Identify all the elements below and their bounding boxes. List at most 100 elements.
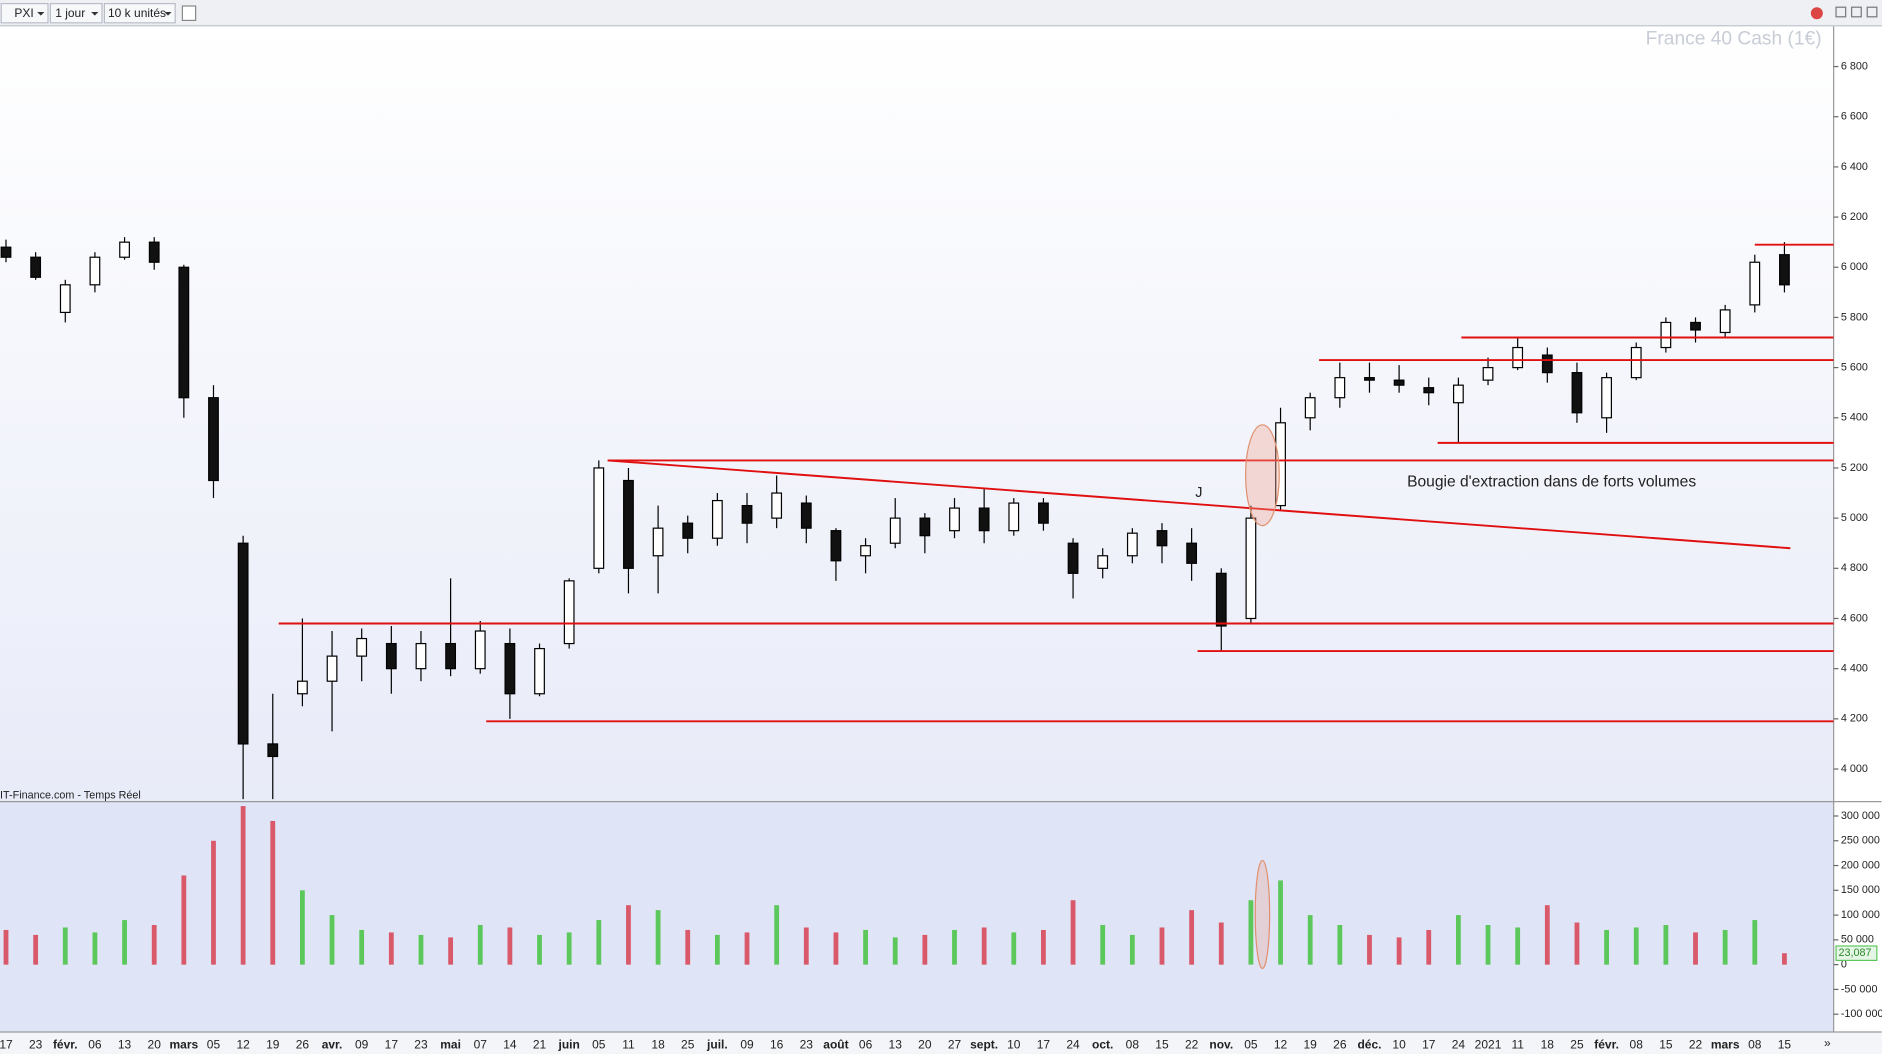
volume-bar — [1396, 937, 1402, 965]
x-tick-label: 17 — [385, 1037, 399, 1051]
symbol[interactable]: PXI — [14, 6, 33, 20]
volume-bar — [596, 920, 602, 965]
y-tick-label: 6 200 — [1841, 211, 1868, 223]
x-tick-label: 24 — [1452, 1037, 1466, 1051]
period-select[interactable] — [49, 3, 103, 24]
x-tick-label: juil. — [706, 1037, 728, 1051]
x-tick-label: 09 — [740, 1037, 754, 1051]
x-tick-label: 10 — [1007, 1037, 1021, 1051]
volume-bar — [1100, 925, 1106, 965]
info-button[interactable] — [181, 5, 197, 22]
x-tick-label: 26 — [296, 1037, 310, 1051]
candle-body — [1126, 532, 1138, 557]
y-tick-label: 0 — [1841, 959, 1847, 971]
candle-body — [682, 522, 694, 539]
candle-body — [89, 256, 101, 286]
x-tick-label: 15 — [1778, 1037, 1792, 1051]
x-tick-label: sept. — [970, 1037, 998, 1051]
last-volume-box — [1835, 945, 1878, 962]
restore-button[interactable] — [1851, 6, 1862, 18]
volume-bar — [1722, 929, 1728, 965]
x-tick-label: 09 — [355, 1037, 369, 1051]
candle-body — [800, 502, 812, 529]
volume-bar — [62, 927, 68, 965]
x-tick-label: 25 — [681, 1037, 695, 1051]
candle-body — [1393, 379, 1405, 386]
candle-body — [919, 517, 931, 537]
x-tick-label: 24 — [1066, 1037, 1080, 1051]
volume-bar — [714, 934, 720, 965]
x-axis — [0, 1032, 1882, 1054]
y-tick-label: 4 400 — [1841, 663, 1868, 675]
volume-bar — [122, 920, 127, 965]
volume-bar — [803, 927, 809, 965]
x-tick-label: 15 — [1659, 1037, 1673, 1051]
symbol-select[interactable] — [0, 3, 49, 24]
x-tick-label: mars — [1711, 1037, 1740, 1051]
volume-bar — [359, 929, 365, 965]
price-panel — [0, 26, 1834, 802]
x-tick-label: 20 — [148, 1037, 162, 1051]
candle-body — [889, 517, 901, 544]
candle-body — [949, 507, 960, 532]
y-tick-label: 6 800 — [1841, 60, 1868, 72]
candle-body — [208, 397, 219, 482]
candle-body — [30, 256, 42, 278]
candle-body — [1156, 530, 1168, 547]
candle-body — [504, 642, 516, 695]
source: IT-Finance.com - Temps Réel — [0, 789, 141, 801]
volume-bar — [1752, 920, 1758, 965]
volume-bar — [1189, 910, 1195, 965]
candle-body — [860, 545, 871, 557]
refresh-icon[interactable] — [1810, 7, 1823, 20]
x-tick-label: 23 — [800, 1037, 814, 1051]
units-select[interactable] — [103, 3, 176, 24]
candle-body — [1304, 397, 1316, 419]
volume-bar — [418, 934, 424, 965]
volume-bar — [3, 929, 9, 965]
y-tick-label: 250 000 — [1841, 835, 1880, 847]
volume-bar — [863, 929, 868, 965]
candle-body — [178, 266, 190, 399]
volume-bar — [1218, 922, 1224, 965]
volume-bar — [181, 875, 187, 965]
y-tick-label: 200 000 — [1841, 859, 1880, 871]
candle-body — [326, 655, 338, 682]
y-tick-label: -100 000 — [1841, 1008, 1882, 1020]
volume-bar — [1248, 900, 1254, 965]
volume-bar — [1159, 927, 1165, 965]
y-tick-label: 6 000 — [1841, 261, 1868, 273]
x-tick-label: févr. — [1594, 1037, 1619, 1051]
volume-bar — [1455, 915, 1461, 965]
candle-body — [1601, 377, 1612, 419]
volume-bar — [626, 905, 631, 965]
volume-bar — [685, 929, 691, 965]
y-tick-label: 6 600 — [1841, 111, 1868, 123]
units[interactable]: 10 k unités — [108, 6, 166, 20]
candle-body — [1749, 261, 1761, 306]
volume-bar — [537, 934, 542, 965]
minimize-button[interactable] — [1835, 6, 1847, 18]
volume-bar — [477, 925, 483, 965]
volume-panel — [0, 801, 1834, 1033]
trend-line — [607, 459, 1791, 550]
highlight-ellipse — [1245, 424, 1280, 527]
scroll-button[interactable]: » — [1824, 1036, 1831, 1050]
volume-bar — [1426, 929, 1432, 965]
x-tick-label: juin — [558, 1037, 580, 1051]
x-tick-label: nov. — [1209, 1037, 1233, 1051]
volume-bar — [1337, 925, 1343, 965]
x-tick-label: 17 — [1037, 1037, 1051, 1051]
candle-body — [59, 284, 71, 314]
y-tick-label: 5 200 — [1841, 462, 1868, 474]
period[interactable]: 1 jour — [55, 6, 85, 20]
x-tick-label: mai — [440, 1037, 461, 1051]
volume-bar — [833, 932, 839, 965]
close-button[interactable] — [1866, 6, 1878, 18]
last-volume-label: 23,087 — [1838, 947, 1871, 959]
volume-bar — [1544, 905, 1550, 965]
candle-body — [830, 530, 842, 562]
x-tick-label: 11 — [1511, 1037, 1524, 1051]
candle-body — [563, 580, 575, 645]
